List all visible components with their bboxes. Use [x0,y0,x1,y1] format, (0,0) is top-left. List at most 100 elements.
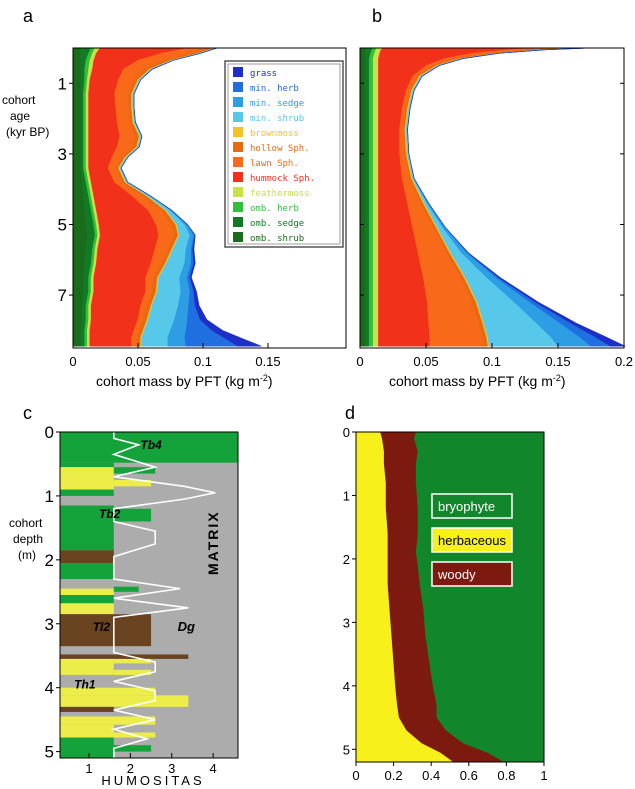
x-tick-label: 1 [540,768,547,783]
legend-swatch [233,202,243,212]
panel-a-chart: 0 0.05 0.1 0.15 1 3 5 7 grass min. herb min. sedge… [58,47,347,369]
unit-label-tl2: Tl2 [93,620,111,634]
panel-a-frame [72,47,347,349]
legend-swatch [233,97,243,107]
legend: grass min. herb min. sedge min. shrub brownm… [224,60,344,248]
legend: bryophyte herbaceous woody [431,493,513,587]
x-tick-label: 0 [352,768,359,783]
legend-swatch [233,127,243,137]
panel-a-x-label: cohort mass by PFT (kg m-2) [96,373,273,389]
y-tick-label: 3 [45,615,54,634]
legend-label: hollow Sph. [250,144,310,154]
strat-layer [60,687,156,696]
strat-layer [60,711,114,717]
area-omb-shrub [359,47,366,347]
legend-swatch [233,112,243,122]
x-tick-label: 0.2 [615,354,633,369]
legend-swatch-bryophyte [431,493,513,519]
strat-overlay [113,669,152,675]
legend-swatch [233,67,243,77]
strat-layer [60,706,114,712]
strat-layer [60,588,114,595]
strat-layer [60,658,114,675]
legend-label: min. shrub [250,114,304,124]
y-tick-label: 2 [45,551,54,570]
panel-c-y-label: cohort depth (m) [9,516,43,562]
y-tick-label: 5 [45,743,54,762]
strat-layer [60,467,114,490]
y-label-line-3: (m) [18,548,36,562]
x-tick-label: 0.1 [483,354,501,369]
y-label-line-2: age [10,109,30,123]
legend-label: min. sedge [250,99,304,109]
legend-swatch [233,217,243,227]
legend-swatch [233,142,243,152]
x-tick-label: 0 [69,354,76,369]
legend-label: grass [250,69,277,79]
strat-layer [60,462,114,468]
strat-layer [60,432,238,463]
legend-label: hummock Sph. [250,174,315,184]
y-tick-label: 1 [58,74,67,93]
x-tick-label: 0.05 [413,354,438,369]
x-tick-label: 0.1 [194,354,212,369]
legend-swatch-woody [431,561,513,587]
y-tick-label: 4 [45,679,54,698]
area-grass [407,47,626,347]
strat-layer [60,550,114,564]
panel-c-frame [59,431,239,759]
strat-overlay [113,467,156,474]
legend-label: omb. shrub [250,234,304,244]
strat-layer [60,595,114,604]
unit-label-tb4: Tb4 [140,438,162,452]
strat-layer [60,674,114,688]
strat-layer [60,563,114,580]
legend-label: omb. sedge [250,219,304,229]
strat-layer [60,505,114,551]
legend-swatch [233,232,243,242]
x-tick-label: 0.05 [125,354,150,369]
strat-layer [60,695,189,707]
y-tick-label: 3 [343,615,350,630]
x-tick-label: 0 [356,354,363,369]
x-tick-label: 0.6 [460,768,478,783]
strat-layer [60,737,114,758]
humositas-line [110,432,216,758]
panel-letter-a: a [23,6,34,26]
panel-d-chart: 0 0.2 0.4 0.6 0.8 1 0 1 2 3 4 5 bryophyte herbaceous w… [343,425,548,783]
panel-letter-b: b [372,6,382,26]
y-tick-label: 1 [343,488,350,503]
panel-a-y-label: cohort age (kyr BP) [2,93,49,139]
legend-label: feathermoss [250,189,310,199]
y-tick-label: 3 [58,145,67,164]
legend-swatch [233,187,243,197]
legend-label-bryophyte: bryophyte [438,499,495,514]
x-tick-label: 3 [168,761,175,776]
panel-letter-d: d [345,403,355,423]
strat-overlay [113,745,152,752]
unit-label-tb2: Tb2 [99,507,121,521]
legend-label: brownmoss [250,129,299,139]
strat-overlay [113,508,152,522]
y-tick-label: 5 [58,215,67,234]
legend-swatch [233,157,243,167]
panel-b-x-label: cohort mass by PFT (kg m-2) [389,373,566,389]
panel-letter-c: c [23,403,32,423]
strat-overlay [113,479,152,487]
x-tick-label: 0.4 [422,768,440,783]
x-tick-label: 1 [85,761,92,776]
y-label-line-1: cohort [9,516,43,530]
y-label-line-3: (kyr BP) [6,125,49,139]
matrix-label: MATRIX [205,510,221,575]
strat-overlay [113,658,152,664]
x-tick-label: 0.2 [385,768,403,783]
y-tick-label: 7 [58,286,67,305]
strat-layer [60,603,114,615]
legend-label: lawn Sph. [250,159,299,169]
strat-layer [60,489,114,496]
legend-label-herbaceous: herbaceous [438,533,506,548]
unit-label-th1: Th1 [74,677,96,691]
strat-overlay [113,586,139,592]
area-grass [120,47,262,347]
legend-swatch-herbaceous [431,527,513,553]
